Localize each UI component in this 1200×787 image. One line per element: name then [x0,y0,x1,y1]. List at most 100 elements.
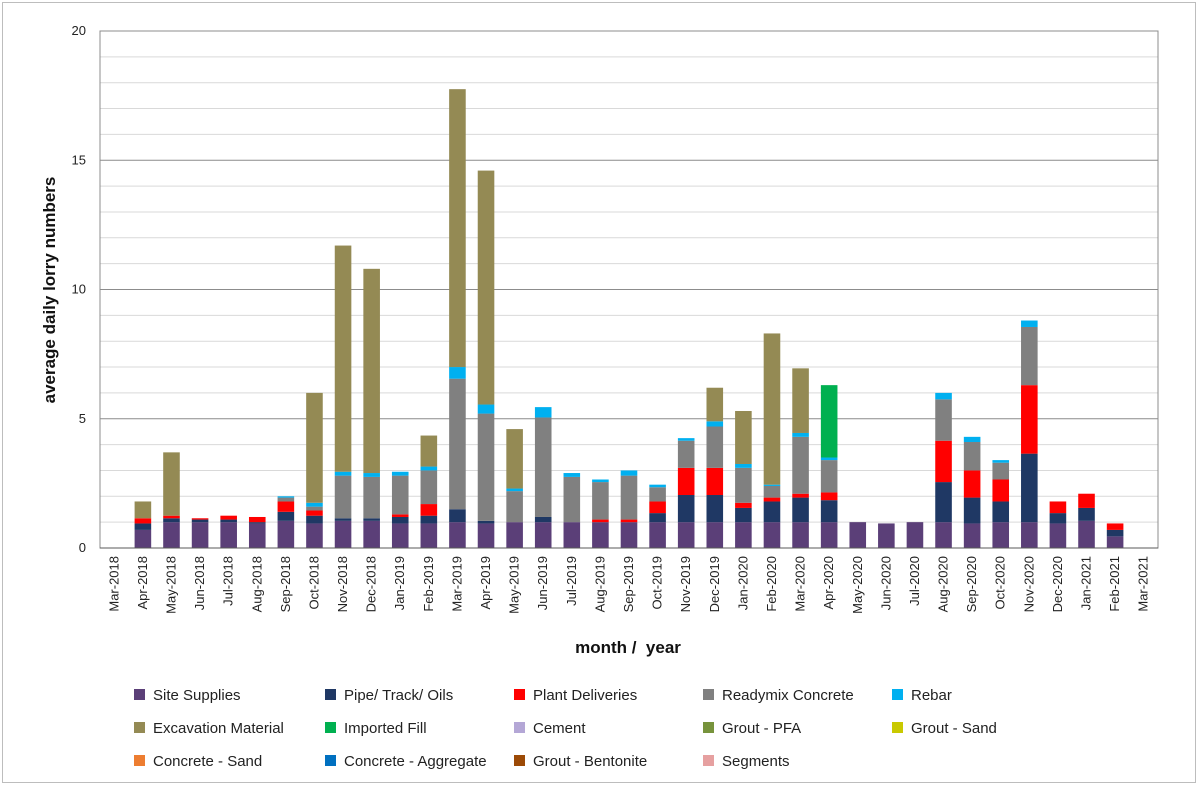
bar-segment-pipe-track-oils [963,497,981,524]
x-tick-label: Mar-2019 [449,556,464,612]
x-tick-label: Aug-2018 [249,556,264,612]
bar-segment-site-supplies [706,522,724,548]
x-tick-label: Oct-2019 [650,556,665,609]
bar-segment-pipe-track-oils [391,516,409,524]
y-tick-label: 0 [79,540,86,555]
bar-segment-plant-deliveries [649,501,666,514]
bar-segment-site-supplies [420,523,438,548]
bar-segment-rebar [820,457,838,461]
bar-segment-readymix-concrete [363,476,380,519]
x-tick-label: Nov-2019 [678,556,693,612]
bar-segment-pipe-track-oils [820,500,838,523]
bar-segment-site-supplies [735,522,752,548]
bar-segment-plant-deliveries [420,504,438,516]
bar-segment-rebar [735,463,752,468]
x-tick-label: Aug-2020 [936,556,951,612]
bar-segment-pipe-track-oils [277,511,295,521]
bars [134,89,1124,548]
x-tick-label: Jul-2019 [564,556,579,606]
bar-segment-plant-deliveries [1078,493,1095,508]
bar-segment-site-supplies [1049,523,1067,548]
bar-segment-readymix-concrete [620,475,638,520]
y-tick-labels: 0 5 10 15 20 [72,23,86,555]
x-tick-label: Oct-2020 [993,556,1008,609]
bar-segment-site-supplies [191,522,209,548]
legend-label: Imported Fill [344,720,427,737]
legend-item: Concrete - Aggregate [325,753,487,770]
x-tick-label: Dec-2018 [364,556,379,612]
bar-segment-site-supplies [935,522,952,548]
bar-segment-site-supplies [248,523,266,548]
bar-segment-pipe-track-oils [248,522,266,524]
bar-segment-rebar [1021,320,1038,327]
x-tick-label: Sep-2018 [278,556,293,612]
bar-segment-pipe-track-oils [477,520,495,524]
x-tick-label: Sep-2019 [621,556,636,612]
legend-item: Readymix Concrete [703,687,854,704]
x-tick-label: May-2018 [163,556,178,614]
legend-item: Excavation Material [134,720,284,737]
bar-segment-site-supplies [534,522,552,548]
legend-item: Segments [703,753,790,770]
legend-swatch [325,689,336,700]
bar-segment-site-supplies [163,522,180,548]
bar-segment-readymix-concrete [706,426,724,468]
x-tick-label: May-2020 [850,556,865,614]
x-tick-label: Feb-2021 [1107,556,1122,612]
bar-segment-plant-deliveries [134,518,152,524]
bar-segment-pipe-track-oils [449,509,466,523]
bar-segment-site-supplies [649,522,666,548]
bar-segment-readymix-concrete [563,476,581,523]
bar-segment-readymix-concrete [649,487,666,502]
bar-segment-readymix-concrete [735,467,752,503]
x-axis-title: month / year [575,638,681,657]
bar-segment-plant-deliveries [306,510,323,516]
bar-segment-plant-deliveries [1021,385,1038,454]
bar-segment-plant-deliveries [677,467,695,496]
bar-segment-plant-deliveries [763,497,781,502]
bar-segment-excavation-material [306,392,323,503]
legend-swatch [325,755,336,766]
bar-segment-readymix-concrete [763,485,781,498]
legend-label: Site Supplies [153,687,241,704]
bar-segment-plant-deliveries [706,467,724,496]
x-tick-label: Apr-2020 [821,556,836,609]
bar-segment-site-supplies [449,522,466,548]
bar-segment-excavation-material [477,170,495,405]
bar-segment-rebar [792,432,809,437]
bar-segment-readymix-concrete [792,436,809,494]
bar-segment-pipe-track-oils [706,495,724,523]
x-tick-label: Dec-2020 [1050,556,1065,612]
legend-item: Grout - PFA [703,720,801,737]
bar-segment-rebar [306,502,323,507]
bar-segment-plant-deliveries [735,502,752,508]
legend-item: Imported Fill [325,720,427,737]
bar-segment-excavation-material [735,410,752,464]
legend-label: Concrete - Aggregate [344,753,487,770]
bar-segment-rebar [963,436,981,443]
legend-item: Grout - Sand [892,720,997,737]
bar-segment-pipe-track-oils [220,519,237,523]
bar-segment-readymix-concrete [820,460,838,493]
bar-segment-plant-deliveries [620,519,638,523]
bar-segment-pipe-track-oils [735,507,752,523]
bar-segment-rebar [363,473,380,477]
bar-segment-site-supplies [477,523,495,548]
bar-segment-plant-deliveries [391,514,409,517]
bar-segment-excavation-material [163,452,180,516]
legend-swatch [134,755,145,766]
bar-segment-plant-deliveries [277,501,295,512]
y-tick-label: 10 [72,282,86,297]
legend-swatch [514,722,525,733]
bar-segment-pipe-track-oils [992,501,1010,523]
bar-segment-pipe-track-oils [306,515,323,524]
bar-segment-readymix-concrete [477,413,495,521]
x-tick-label: Mar-2018 [106,556,121,612]
legend-swatch [703,689,714,700]
bar-segment-plant-deliveries [191,518,209,520]
bar-segment-site-supplies [1078,520,1095,548]
bar-segment-site-supplies [963,523,981,548]
bar-segment-site-supplies [620,522,638,548]
bar-segment-site-supplies [763,522,781,548]
